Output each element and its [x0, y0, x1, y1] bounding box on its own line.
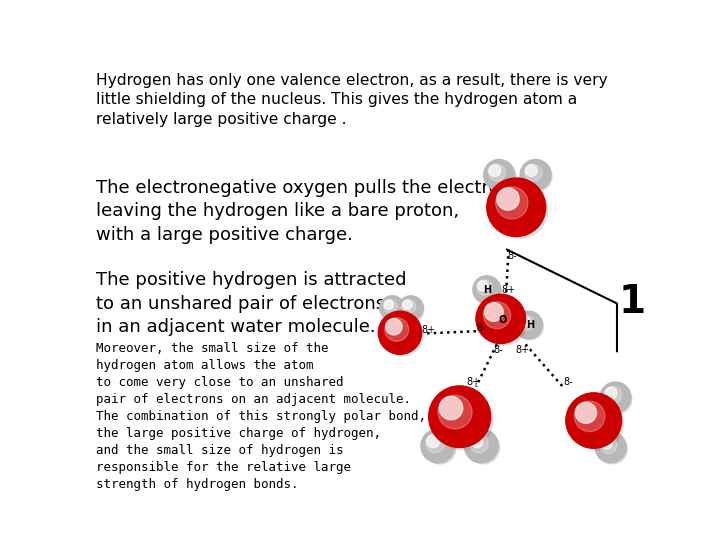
- Circle shape: [515, 311, 543, 339]
- Circle shape: [520, 159, 551, 190]
- Circle shape: [484, 159, 515, 190]
- Circle shape: [464, 429, 498, 463]
- Circle shape: [525, 164, 542, 181]
- Circle shape: [600, 437, 617, 454]
- Circle shape: [424, 432, 456, 464]
- Circle shape: [467, 432, 500, 464]
- Circle shape: [488, 164, 505, 181]
- Circle shape: [382, 315, 423, 356]
- Circle shape: [489, 165, 500, 177]
- Text: 8+: 8+: [422, 326, 436, 335]
- Circle shape: [566, 393, 621, 448]
- Text: 8-: 8-: [477, 323, 486, 333]
- Circle shape: [575, 401, 605, 431]
- Circle shape: [426, 434, 445, 453]
- Circle shape: [603, 384, 632, 414]
- Circle shape: [402, 300, 416, 313]
- Circle shape: [378, 311, 422, 354]
- Circle shape: [475, 278, 502, 305]
- Circle shape: [480, 299, 527, 345]
- Text: 8+: 8+: [467, 377, 481, 387]
- Circle shape: [575, 402, 597, 423]
- Circle shape: [438, 395, 472, 429]
- Text: Hydrogen has only one valence electron, as a result, there is very
little shield: Hydrogen has only one valence electron, …: [96, 72, 608, 127]
- Text: 1: 1: [619, 283, 646, 321]
- Circle shape: [523, 162, 552, 191]
- Circle shape: [380, 296, 405, 320]
- Circle shape: [384, 318, 409, 341]
- Circle shape: [439, 396, 463, 420]
- Circle shape: [600, 382, 631, 413]
- Circle shape: [421, 429, 455, 463]
- Text: The combination of this strongly polar bond,
the large positive charge of hydrog: The combination of this strongly polar b…: [96, 410, 426, 491]
- Text: The positive hydrogen is attracted
to an unshared pair of electrons
in an adjace: The positive hydrogen is attracted to an…: [96, 271, 407, 336]
- Circle shape: [519, 315, 534, 330]
- Circle shape: [487, 178, 546, 237]
- Text: O: O: [499, 315, 507, 326]
- Text: 8-: 8-: [494, 346, 503, 355]
- Circle shape: [598, 435, 627, 464]
- Text: The electronegative oxygen pulls the electron
leaving the hydrogen like a bare p: The electronegative oxygen pulls the ele…: [96, 179, 511, 244]
- Circle shape: [402, 300, 412, 309]
- Circle shape: [470, 435, 483, 448]
- Circle shape: [473, 276, 500, 303]
- Text: 8-: 8-: [563, 377, 573, 387]
- Circle shape: [384, 300, 397, 313]
- Circle shape: [476, 294, 526, 343]
- Circle shape: [477, 280, 492, 295]
- Text: 8+: 8+: [501, 285, 516, 295]
- Circle shape: [400, 298, 424, 321]
- Text: 8-: 8-: [508, 251, 517, 261]
- Circle shape: [570, 397, 624, 450]
- Circle shape: [492, 183, 548, 239]
- Circle shape: [384, 300, 394, 309]
- Circle shape: [428, 386, 490, 448]
- Circle shape: [386, 319, 402, 335]
- Circle shape: [495, 187, 528, 219]
- Text: 8+: 8+: [516, 346, 529, 355]
- Circle shape: [606, 387, 617, 399]
- Text: H: H: [526, 320, 534, 330]
- Circle shape: [427, 435, 440, 448]
- Circle shape: [517, 314, 544, 340]
- Text: H: H: [482, 285, 491, 295]
- Circle shape: [434, 391, 493, 450]
- Circle shape: [600, 437, 612, 449]
- Circle shape: [398, 296, 423, 320]
- Circle shape: [526, 165, 537, 177]
- Circle shape: [483, 302, 510, 329]
- Circle shape: [485, 302, 503, 321]
- Circle shape: [605, 387, 621, 403]
- Text: Moreover, the small size of the
hydrogen atom allows the atom
to come very close: Moreover, the small size of the hydrogen…: [96, 342, 411, 406]
- Circle shape: [477, 280, 488, 291]
- Circle shape: [595, 432, 626, 463]
- Circle shape: [382, 298, 405, 321]
- Circle shape: [497, 188, 519, 210]
- Circle shape: [469, 434, 488, 453]
- Circle shape: [486, 162, 516, 191]
- Circle shape: [519, 316, 530, 327]
